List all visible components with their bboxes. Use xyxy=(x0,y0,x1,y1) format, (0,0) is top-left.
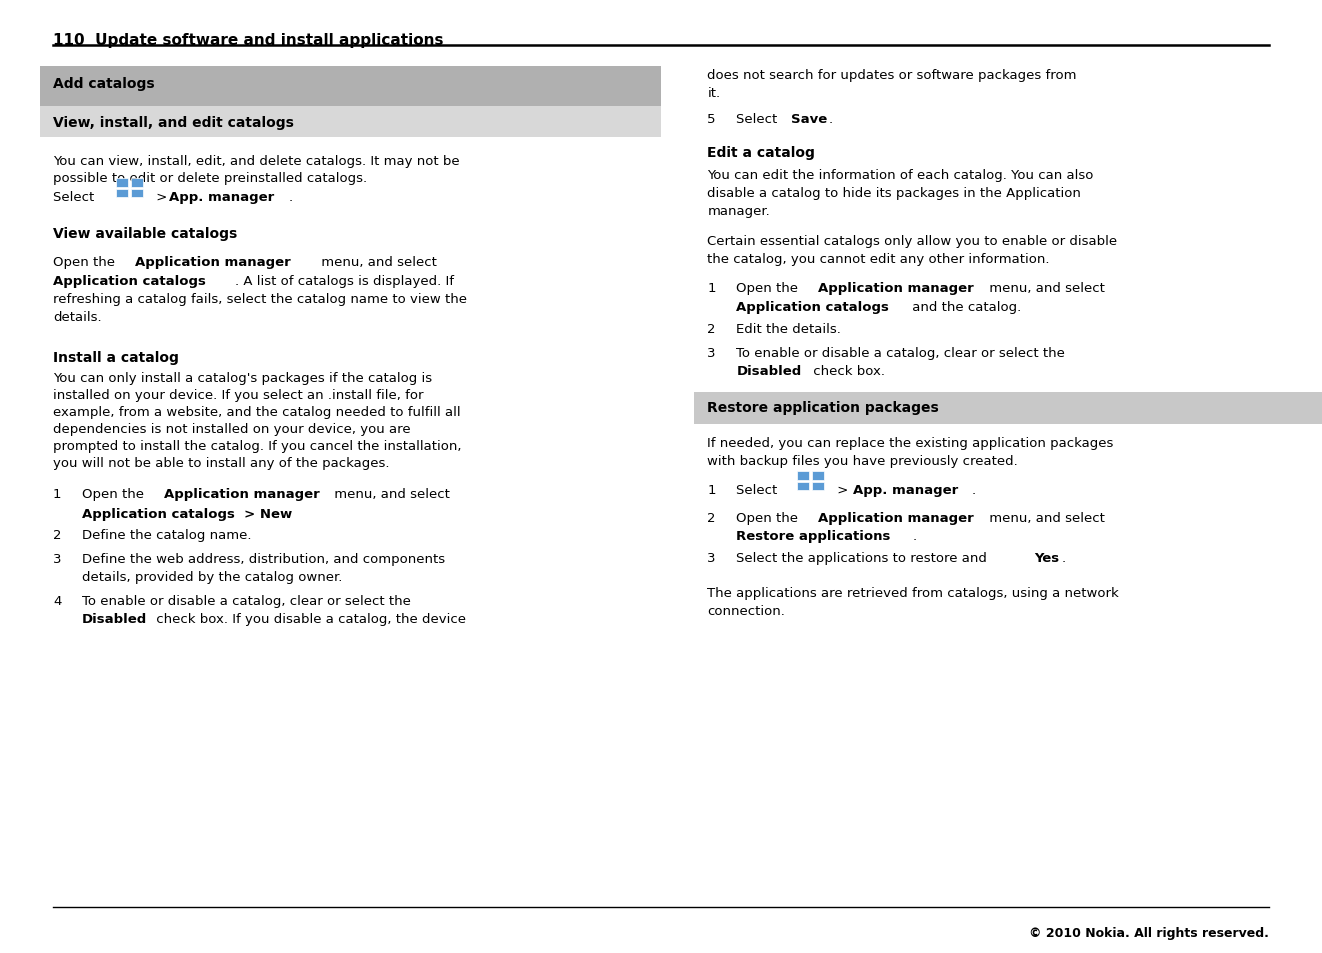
Text: View, install, and edit catalogs: View, install, and edit catalogs xyxy=(53,116,293,130)
Text: details, provided by the catalog owner.: details, provided by the catalog owner. xyxy=(82,571,342,584)
Text: Select the applications to restore and: Select the applications to restore and xyxy=(736,552,992,565)
Text: connection.: connection. xyxy=(707,604,785,618)
FancyBboxPatch shape xyxy=(40,107,661,138)
Text: .: . xyxy=(829,112,833,126)
Text: menu, and select: menu, and select xyxy=(985,282,1105,295)
Text: Open the: Open the xyxy=(736,282,802,295)
Text: refreshing a catalog fails, select the catalog name to view the: refreshing a catalog fails, select the c… xyxy=(53,293,467,306)
Text: 3: 3 xyxy=(707,347,715,360)
Text: 110  Update software and install applications: 110 Update software and install applicat… xyxy=(53,33,443,49)
Text: Open the: Open the xyxy=(736,512,802,525)
Text: >: > xyxy=(152,191,172,204)
Text: it.: it. xyxy=(707,87,720,100)
Text: View available catalogs: View available catalogs xyxy=(53,227,237,241)
FancyBboxPatch shape xyxy=(40,67,661,107)
Text: with backup files you have previously created.: with backup files you have previously cr… xyxy=(707,455,1018,468)
Text: Select: Select xyxy=(53,191,98,204)
Text: .: . xyxy=(972,483,976,497)
Text: Application manager: Application manager xyxy=(818,282,974,295)
Text: 3: 3 xyxy=(53,553,61,566)
Text: App. manager: App. manager xyxy=(169,191,275,204)
Text: If needed, you can replace the existing application packages: If needed, you can replace the existing … xyxy=(707,436,1113,450)
FancyBboxPatch shape xyxy=(694,393,1322,424)
Text: manager.: manager. xyxy=(707,205,769,218)
FancyBboxPatch shape xyxy=(116,190,128,198)
Text: 2: 2 xyxy=(707,323,715,336)
FancyBboxPatch shape xyxy=(131,190,143,198)
FancyBboxPatch shape xyxy=(131,179,143,188)
Text: .: . xyxy=(912,530,916,543)
Text: Select: Select xyxy=(736,112,781,126)
Text: Restore applications: Restore applications xyxy=(736,530,891,543)
Text: .: . xyxy=(288,191,292,204)
Text: To enable or disable a catalog, clear or select the: To enable or disable a catalog, clear or… xyxy=(82,595,411,608)
Text: .: . xyxy=(1062,552,1066,565)
Text: 1: 1 xyxy=(707,483,715,497)
Text: >: > xyxy=(833,483,853,497)
Text: check box. If you disable a catalog, the device: check box. If you disable a catalog, the… xyxy=(152,613,467,626)
Text: menu, and select: menu, and select xyxy=(985,512,1105,525)
Text: . A list of catalogs is displayed. If: . A list of catalogs is displayed. If xyxy=(235,274,455,288)
Text: Define the web address, distribution, and components: Define the web address, distribution, an… xyxy=(82,553,446,566)
Text: Select: Select xyxy=(736,483,781,497)
Text: 3: 3 xyxy=(707,552,715,565)
Text: menu, and select: menu, and select xyxy=(317,255,438,269)
Text: details.: details. xyxy=(53,311,102,324)
Text: Install a catalog: Install a catalog xyxy=(53,351,178,365)
Text: Application catalogs: Application catalogs xyxy=(53,274,206,288)
Text: Yes: Yes xyxy=(1034,552,1059,565)
Text: disable a catalog to hide its packages in the Application: disable a catalog to hide its packages i… xyxy=(707,187,1081,200)
Text: The applications are retrieved from catalogs, using a network: The applications are retrieved from cata… xyxy=(707,586,1118,599)
Text: the catalog, you cannot edit any other information.: the catalog, you cannot edit any other i… xyxy=(707,253,1050,266)
Text: Add catalogs: Add catalogs xyxy=(53,77,155,91)
Text: To enable or disable a catalog, clear or select the: To enable or disable a catalog, clear or… xyxy=(736,347,1066,360)
Text: 1: 1 xyxy=(53,488,61,501)
Text: check box.: check box. xyxy=(809,365,884,378)
Text: © 2010 Nokia. All rights reserved.: © 2010 Nokia. All rights reserved. xyxy=(1030,926,1269,940)
Text: Application manager: Application manager xyxy=(135,255,291,269)
FancyBboxPatch shape xyxy=(116,179,128,188)
Text: You can edit the information of each catalog. You can also: You can edit the information of each cat… xyxy=(707,169,1093,182)
Text: 2: 2 xyxy=(53,529,61,542)
Text: Application catalogs: Application catalogs xyxy=(736,301,890,314)
Text: Save: Save xyxy=(791,112,826,126)
FancyBboxPatch shape xyxy=(812,472,824,480)
Text: Open the: Open the xyxy=(53,255,119,269)
Text: and the catalog.: and the catalog. xyxy=(908,301,1022,314)
FancyBboxPatch shape xyxy=(812,482,824,491)
Text: 1: 1 xyxy=(707,282,715,295)
Text: 5: 5 xyxy=(707,112,715,126)
Text: Certain essential catalogs only allow you to enable or disable: Certain essential catalogs only allow yo… xyxy=(707,234,1117,248)
Text: menu, and select: menu, and select xyxy=(330,488,451,501)
Text: Application manager: Application manager xyxy=(164,488,320,501)
Text: Restore application packages: Restore application packages xyxy=(707,401,939,415)
Text: 4: 4 xyxy=(53,595,61,608)
FancyBboxPatch shape xyxy=(797,472,809,480)
Text: 2: 2 xyxy=(707,512,715,525)
Text: Define the catalog name.: Define the catalog name. xyxy=(82,529,251,542)
Text: App. manager: App. manager xyxy=(853,483,958,497)
FancyBboxPatch shape xyxy=(797,482,809,491)
Text: Application catalogs  > New: Application catalogs > New xyxy=(82,507,292,520)
Text: Application manager: Application manager xyxy=(818,512,974,525)
Text: You can only install a catalog's packages if the catalog is
installed on your de: You can only install a catalog's package… xyxy=(53,372,461,470)
Text: Edit the details.: Edit the details. xyxy=(736,323,841,336)
Text: Disabled: Disabled xyxy=(736,365,801,378)
Text: Disabled: Disabled xyxy=(82,613,147,626)
Text: Open the: Open the xyxy=(82,488,148,501)
Text: Edit a catalog: Edit a catalog xyxy=(707,146,816,160)
Text: does not search for updates or software packages from: does not search for updates or software … xyxy=(707,69,1077,82)
Text: You can view, install, edit, and delete catalogs. It may not be
possible to edit: You can view, install, edit, and delete … xyxy=(53,154,460,184)
